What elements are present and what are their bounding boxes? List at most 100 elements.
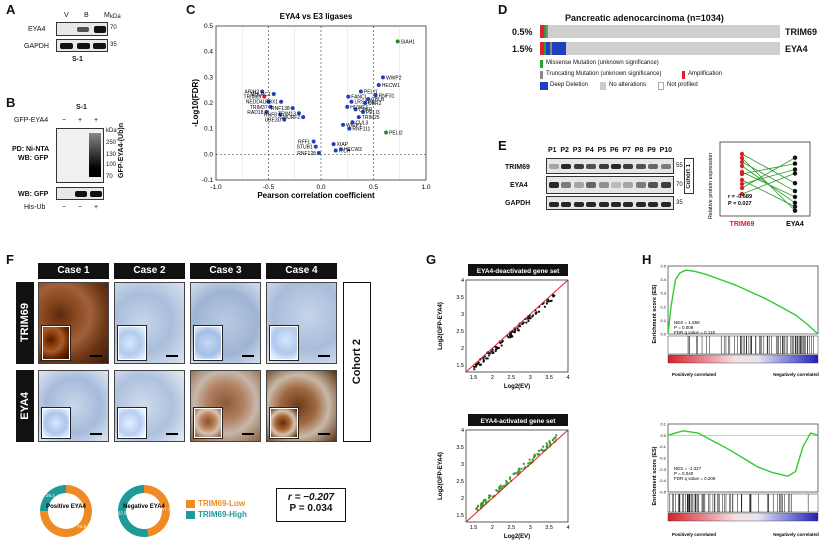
oncoprint-sample [602, 42, 604, 55]
chart-c-xtick: 0.0 [316, 184, 325, 191]
oncoprint-sample [586, 42, 588, 55]
blot-band [635, 164, 646, 169]
ihc-inset [117, 406, 147, 440]
oncoprint-sample [608, 42, 610, 55]
panel-b-side-label: GFP-EYA4-(Ub)n [118, 123, 125, 178]
oncoprint-sample [552, 25, 554, 38]
g-point [513, 331, 517, 334]
rank-gradient [667, 354, 819, 364]
g-xtick: 2 [491, 375, 494, 381]
panel-a-row-eya4: EYA4 [28, 26, 46, 33]
oncoprint-sample [740, 42, 742, 55]
oncoprint-sample [582, 25, 584, 38]
svg-text:Positively correlated: Positively correlated [672, 532, 716, 537]
oncoprint-sample [624, 42, 626, 55]
blot-band [573, 202, 584, 207]
point-label-arih2: ARIH2 [244, 89, 259, 95]
oncoprint-sample [546, 42, 548, 55]
g-ylabel: Log2(GFP-EYA4) [438, 452, 444, 500]
ihc-image-r2-c4 [266, 370, 337, 442]
oncoprint-sample [678, 25, 680, 38]
point-huwe1 [345, 104, 350, 109]
eya4-point [792, 200, 798, 205]
case-3-header: Case 3 [190, 263, 261, 279]
trim69-point [739, 155, 745, 161]
g-xtick: 3 [529, 525, 532, 531]
oncoprint-sample [622, 42, 624, 55]
g-point [517, 325, 521, 328]
oncoprint-sample [708, 42, 710, 55]
oncoprint-sample [696, 42, 698, 55]
point-label-peli1: PELI1 [364, 89, 378, 95]
point-rbx1 [279, 99, 284, 104]
point-fancl [346, 94, 351, 99]
g-point [514, 329, 517, 332]
g-point [487, 354, 490, 357]
oncoprint-sample [558, 42, 560, 55]
oncoprint-sample [588, 25, 590, 38]
oncoprint-sample [764, 42, 766, 55]
blot-band [586, 202, 597, 207]
ihc-inset [193, 406, 223, 440]
oncoprint-sample [666, 42, 668, 55]
point-label-stub1: STUB1 [297, 145, 313, 151]
oncoprint-sample [714, 42, 716, 55]
point-nedd4l [266, 99, 271, 104]
oncoprint-sample [586, 25, 588, 38]
point-label-rnf8: RNF8 [264, 113, 277, 119]
oncoprint-sample [734, 25, 736, 38]
g-point [473, 365, 476, 368]
point-label-itch: ITCH [339, 148, 351, 154]
point-label-rnf138: RNF138 [271, 106, 290, 112]
point-siah1 [395, 39, 400, 44]
oncoprint-sample [686, 25, 688, 38]
oncoprint-sample [668, 42, 670, 55]
g-point [517, 470, 520, 473]
eya4-point [792, 208, 798, 213]
oncoprint-sample [648, 42, 650, 55]
patient-p5: P5 [597, 147, 607, 154]
point-label-nedd4l: NEDD4L [246, 100, 266, 106]
chart-c-grid [216, 26, 426, 180]
oncoprint-sample [754, 25, 756, 38]
oncoprint-sample [728, 25, 730, 38]
oncoprint-sample [646, 42, 648, 55]
oncoprint-sample [696, 25, 698, 38]
oncoprint-sample [688, 42, 690, 55]
oncoprint-sample [638, 42, 640, 55]
g-point [474, 365, 478, 368]
g-point [528, 458, 531, 461]
point-hecw1 [376, 83, 381, 88]
oncoprint-sample [640, 42, 642, 55]
oncoprint-sample [554, 42, 556, 55]
oncoprint-sample [692, 42, 694, 55]
blot-band [623, 202, 634, 207]
oncoprint-sample [620, 42, 622, 55]
point-label-xiap: XIAP [337, 142, 349, 148]
blot-band [598, 202, 609, 207]
g-point [482, 357, 485, 360]
panel-e-label: E [498, 138, 507, 153]
g-ytick: 4 [461, 428, 464, 434]
oncoprint-sample [622, 25, 624, 38]
panel-b-cell: S-1 [76, 104, 87, 111]
oncoprint-sample [736, 42, 738, 55]
h-ytick: 0.5 [660, 264, 666, 269]
point-label-smurf2: SMURF2 [280, 115, 301, 121]
oncoprint-sample [746, 42, 748, 55]
oncoprint-sample [674, 42, 676, 55]
es-curve [667, 269, 819, 335]
g-point [555, 434, 558, 437]
donut-slice-low [40, 485, 93, 537]
oncoprint-sample [610, 42, 612, 55]
identity-line [465, 429, 569, 523]
oncoprint-sample [706, 42, 708, 55]
svg-text:Positively correlated: Positively correlated [672, 372, 716, 377]
oncoprint-sample [684, 42, 686, 55]
chart-e-paired: Relative protein expression r = -0.689 P… [708, 141, 811, 228]
h-ytick: 0.0 [660, 433, 666, 438]
chart-c-axes: -1.0 -0.5 0.0 0.5 1.0 -0.1 0.0 0.1 0.2 0.3 0.4 0.5 [202, 23, 431, 191]
point-trim13 [296, 111, 301, 116]
g-point [529, 317, 532, 320]
oncoprint-sample [550, 25, 552, 38]
